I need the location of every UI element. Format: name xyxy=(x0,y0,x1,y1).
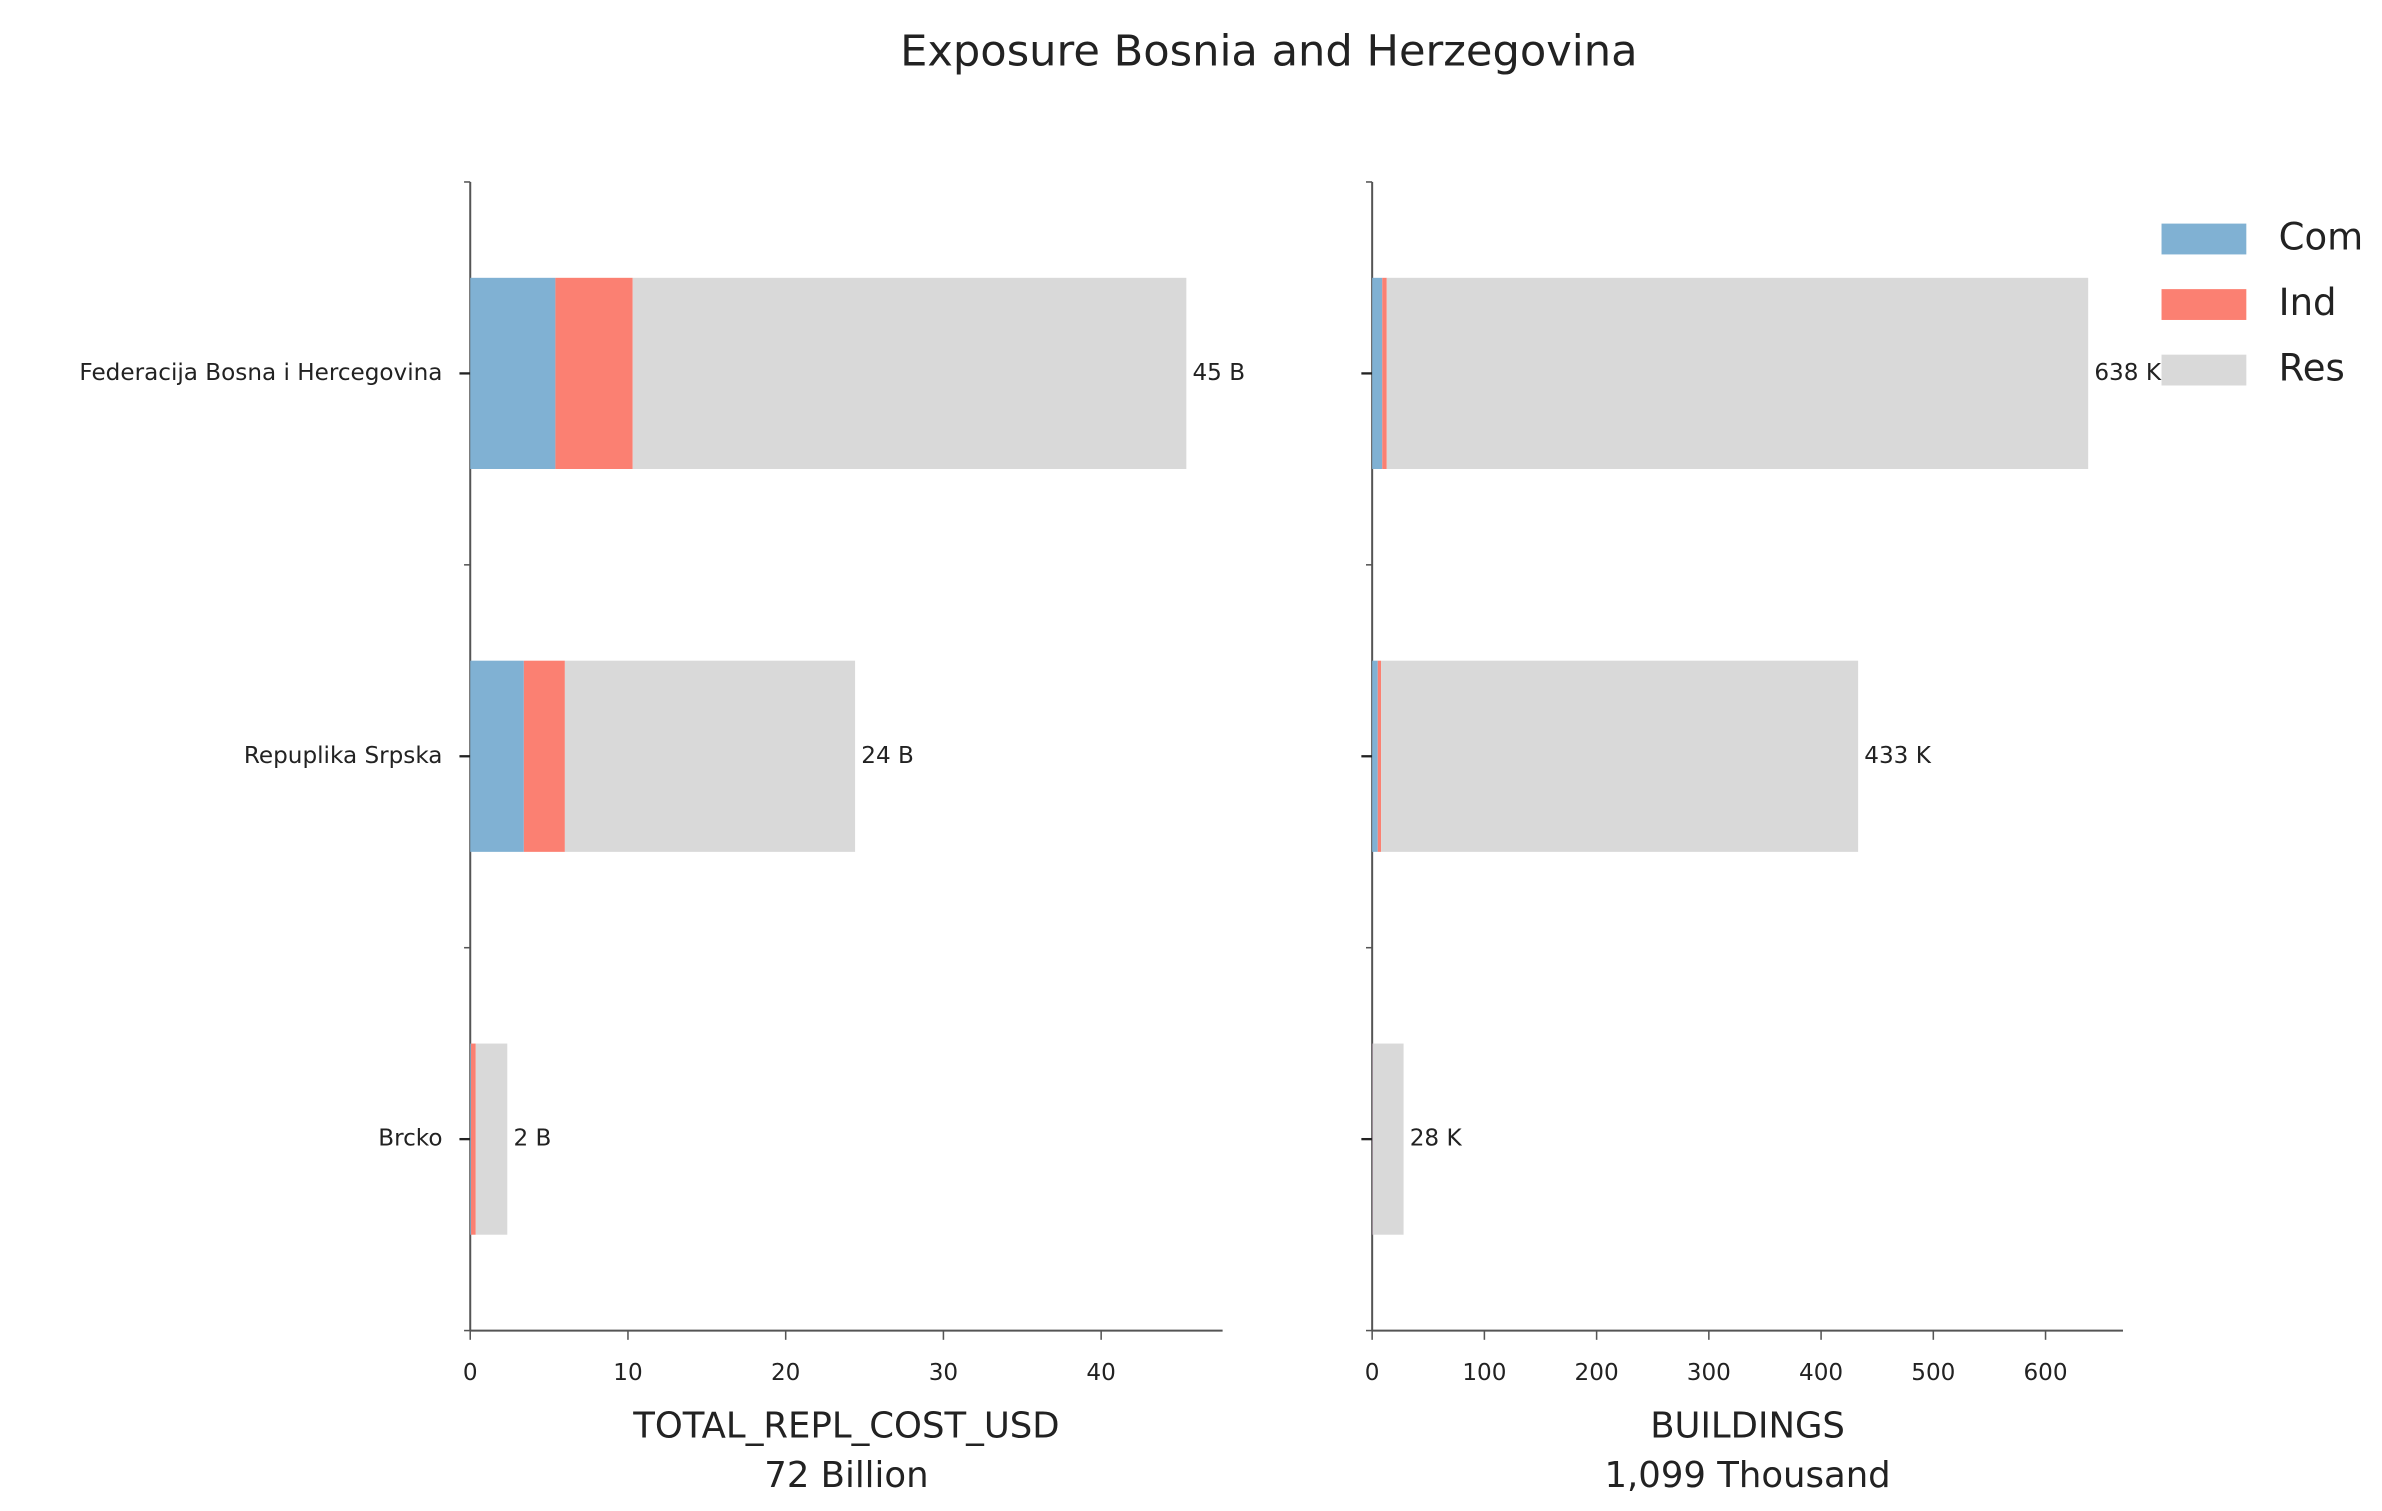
legend-label: Ind xyxy=(2279,281,2337,324)
total-label: 45 B xyxy=(1192,360,1245,386)
total-label: 28 K xyxy=(1410,1126,1463,1152)
legend-label: Com xyxy=(2279,216,2364,259)
x-tick-label: 30 xyxy=(929,1360,958,1386)
bar-segment xyxy=(1377,660,1382,852)
legend-swatch xyxy=(2161,354,2247,386)
bar-segment xyxy=(1372,1043,1373,1235)
x-tick-label: 0 xyxy=(463,1360,478,1386)
y-tick-label: Brcko xyxy=(378,1126,442,1152)
x-tick-label: 100 xyxy=(1462,1360,1506,1386)
total-label: 2 B xyxy=(513,1126,551,1152)
x-tick-label: 10 xyxy=(613,1360,642,1386)
bar-segment xyxy=(1381,660,1859,852)
bar-segment xyxy=(555,277,633,469)
bar-segment xyxy=(470,277,556,469)
x-tick-label: 600 xyxy=(2023,1360,2067,1386)
legend-swatch xyxy=(2161,289,2247,320)
bar-segment xyxy=(1382,277,1387,469)
legend-label: Res xyxy=(2279,347,2345,390)
bar-segment xyxy=(1373,1043,1404,1235)
legend-swatch xyxy=(2161,223,2247,255)
bar-segment xyxy=(1372,277,1383,469)
x-axis-sublabel: 1,099 Thousand xyxy=(1604,1455,1890,1496)
bar-segment xyxy=(564,660,856,852)
bar-segment xyxy=(1372,660,1378,852)
x-tick-label: 0 xyxy=(1365,1360,1380,1386)
x-tick-label: 20 xyxy=(771,1360,800,1386)
bar-segment xyxy=(471,1043,476,1235)
x-tick-label: 400 xyxy=(1799,1360,1843,1386)
x-tick-label: 40 xyxy=(1086,1360,1115,1386)
x-axis-label: TOTAL_REPL_COST_USD xyxy=(632,1406,1059,1447)
figure-title: Exposure Bosnia and Herzegovina xyxy=(900,27,1638,77)
x-tick-label: 500 xyxy=(1911,1360,1955,1386)
total-label: 638 K xyxy=(2094,360,2161,386)
y-tick-label: Repuplika Srpska xyxy=(244,743,443,769)
bar-segment xyxy=(1386,277,2089,469)
bar-segment xyxy=(470,660,524,852)
bar-segment xyxy=(470,1043,472,1235)
x-tick-label: 300 xyxy=(1687,1360,1731,1386)
y-tick-label: Federacija Bosna i Hercegovina xyxy=(79,360,442,386)
bar-segment xyxy=(475,1043,508,1235)
total-label: 24 B xyxy=(861,743,914,769)
bar-segment xyxy=(632,277,1187,469)
x-axis-sublabel: 72 Billion xyxy=(764,1455,928,1496)
total-label: 433 K xyxy=(1864,743,1931,769)
bar-segment xyxy=(523,660,565,852)
x-tick-label: 200 xyxy=(1575,1360,1619,1386)
x-axis-label: BUILDINGS xyxy=(1650,1406,1845,1447)
